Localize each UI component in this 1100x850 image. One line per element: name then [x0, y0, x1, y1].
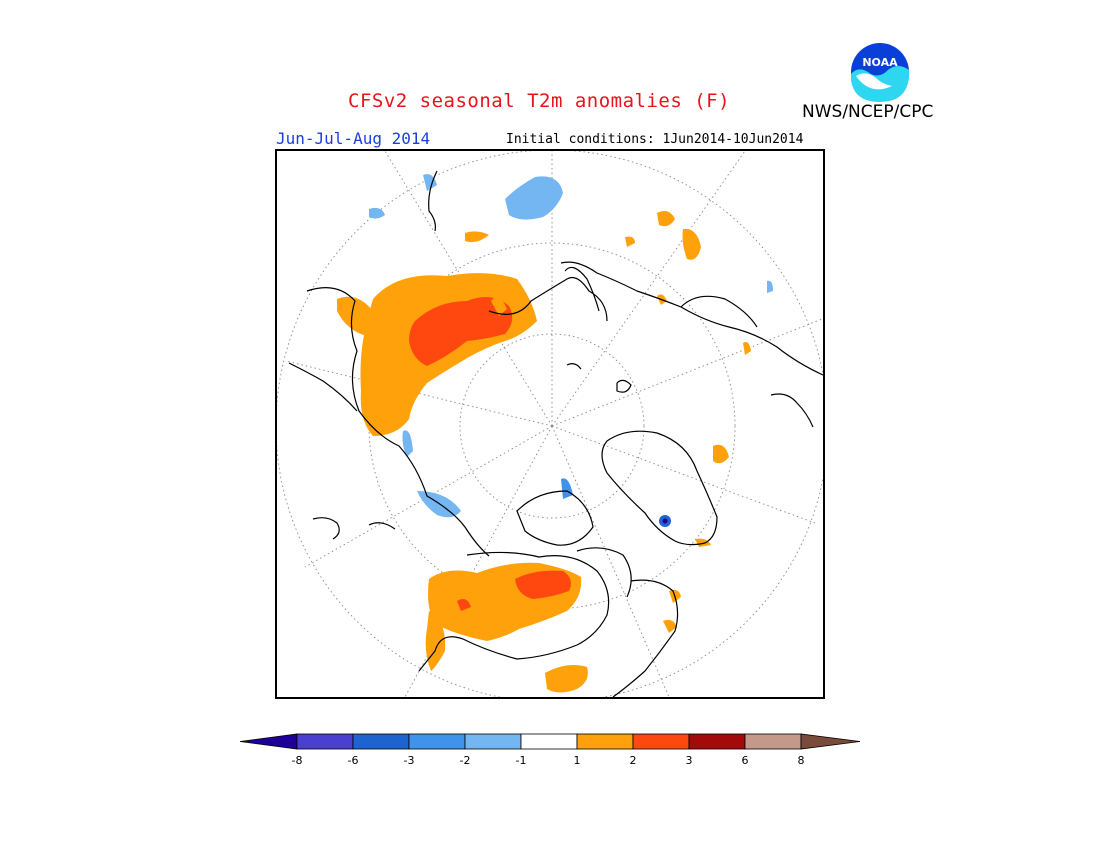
map-title: CFSv2 seasonal T2m anomalies (F)	[348, 90, 731, 112]
legend-tick-label: -3	[404, 754, 415, 767]
legend-bin	[632, 733, 690, 750]
anomaly-small-warm	[465, 211, 751, 547]
legend-bin	[352, 733, 410, 750]
polar-map	[275, 149, 825, 699]
forecast-period: Jun-Jul-Aug 2014	[276, 129, 431, 148]
legend-bin	[744, 733, 802, 750]
legend-tick-label: 1	[574, 754, 581, 767]
svg-text:NOAA: NOAA	[862, 56, 898, 69]
agency-label: NWS/NCEP/CPC	[802, 102, 934, 122]
legend-tick-label: 2	[630, 754, 637, 767]
legend-tick-label: -6	[348, 754, 359, 767]
noaa-logo: NOAA	[849, 41, 911, 103]
anomaly-eurasia	[337, 273, 537, 436]
legend-bin	[576, 733, 634, 750]
legend-tick-label: 8	[798, 754, 805, 767]
legend-tick-label: 6	[742, 754, 749, 767]
legend-tick-label: -2	[460, 754, 471, 767]
legend-bin	[408, 733, 466, 750]
legend-arrow-low	[240, 733, 298, 750]
coastlines	[288, 170, 823, 697]
polar-map-svg	[277, 151, 823, 697]
legend-bin	[688, 733, 746, 750]
legend-tick-label: -1	[516, 754, 527, 767]
legend-tick-label: -8	[292, 754, 303, 767]
initial-conditions-label: Initial conditions: 1Jun2014-10Jun2014	[506, 132, 804, 147]
color-legend: -8 -6 -3 -2 -1 1 2 3 6 8	[240, 733, 860, 767]
legend-bin	[520, 733, 578, 750]
legend-tick-label: 3	[686, 754, 693, 767]
anomaly-cool	[369, 174, 773, 527]
legend-bin	[464, 733, 522, 750]
legend-bin	[296, 733, 354, 750]
legend-arrow-high	[800, 733, 860, 750]
